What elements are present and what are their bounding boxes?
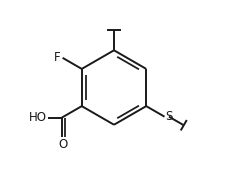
Text: O: O: [58, 138, 68, 151]
Text: HO: HO: [29, 111, 46, 124]
Text: S: S: [165, 110, 172, 123]
Text: F: F: [54, 51, 61, 64]
